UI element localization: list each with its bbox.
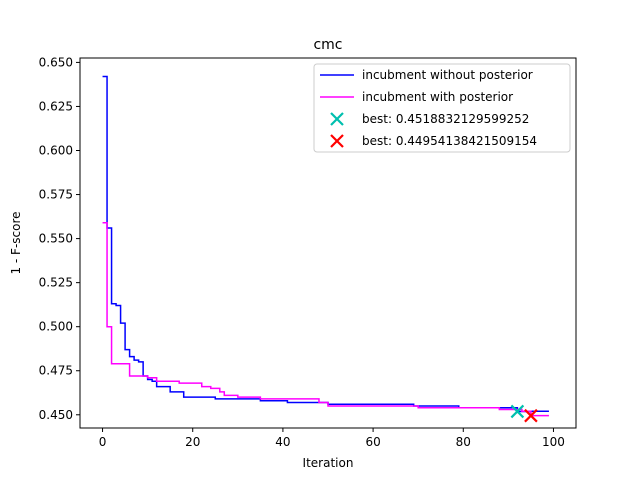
y-tick-label: 0.525 (39, 276, 73, 290)
legend: incubment without posterior incubment wit… (313, 63, 571, 153)
y-tick-label: 0.450 (39, 408, 73, 422)
chart-title: cmc (313, 37, 342, 53)
y-tick-label: 0.550 (39, 232, 73, 246)
series-group (102, 75, 549, 417)
y-tick-label: 0.600 (39, 144, 73, 158)
legend-marker-label-1: best: 0.4518832129599252 (362, 112, 529, 126)
y-axis-label: 1 - F-score (9, 211, 23, 274)
plot-frame (79, 57, 577, 429)
x-tick-label: 40 (275, 435, 290, 449)
y-tick-label: 0.625 (39, 99, 73, 113)
axis-ticks: 0 20 40 60 80 100 0.450 0.475 0.500 0.525 0.550 0.5… (39, 55, 565, 449)
legend-marker-label-2: best: 0.44954138421509154 (362, 134, 537, 148)
x-tick-label: 80 (456, 435, 471, 449)
legend-marker-1 (330, 112, 344, 126)
y-tick-label: 0.475 (39, 364, 73, 378)
y-tick-label: 0.575 (39, 188, 73, 202)
x-axis-label: Iteration (303, 456, 354, 470)
legend-label-2: incubment with posterior (362, 90, 513, 104)
legend-label-1: incubment without posterior (362, 68, 533, 82)
y-tick-label: 0.650 (39, 55, 73, 69)
y-tick-label: 0.500 (39, 320, 73, 334)
x-tick-label: 20 (185, 435, 200, 449)
legend-frame (313, 63, 571, 153)
best-markers (510, 404, 538, 423)
x-tick-label: 60 (365, 435, 380, 449)
series-line-2 (102, 221, 549, 417)
x-tick-label: 100 (542, 435, 565, 449)
legend-marker-2 (330, 134, 344, 148)
x-tick-label: 0 (99, 435, 107, 449)
best-marker-2 (524, 408, 538, 423)
best-marker-1 (510, 404, 525, 419)
